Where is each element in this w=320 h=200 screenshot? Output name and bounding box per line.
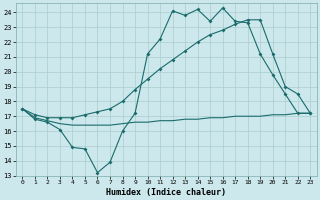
X-axis label: Humidex (Indice chaleur): Humidex (Indice chaleur)	[106, 188, 226, 197]
